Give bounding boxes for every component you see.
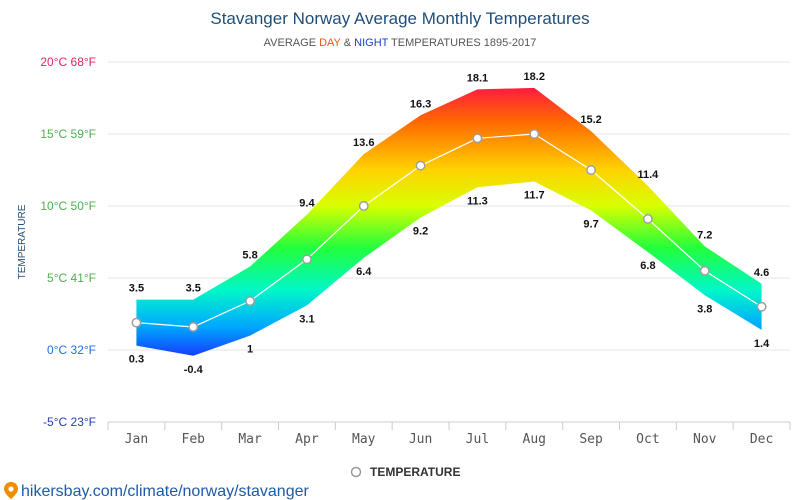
day-temp-label: 18.2	[524, 71, 545, 83]
average-point	[586, 165, 597, 175]
subtitle-prefix: AVERAGE	[264, 37, 319, 49]
average-point	[245, 296, 256, 306]
x-tick-label: Aug	[523, 432, 546, 447]
subtitle-suffix: TEMPERATURES 1895-2017	[388, 37, 536, 49]
y-tick-label: -5°C 23°F	[43, 415, 96, 429]
average-point	[642, 214, 653, 224]
x-tick-label: Apr	[295, 432, 319, 447]
x-tick-label: Sep	[579, 432, 603, 447]
average-point	[472, 133, 483, 144]
temperature-area	[136, 87, 762, 356]
x-tick-label: May	[352, 432, 376, 447]
day-temp-label: 9.4	[299, 198, 315, 210]
night-temp-label: 0.3	[129, 354, 144, 366]
night-temp-label: -0.4	[184, 364, 204, 376]
x-tick-label: Feb	[182, 432, 206, 447]
subtitle-amp: &	[341, 37, 354, 49]
x-tick-label: Jul	[466, 432, 489, 447]
y-axis-label: TEMPERATURE	[17, 204, 28, 279]
day-temp-label: 7.2	[697, 229, 712, 241]
y-tick-label: 15°C 59°F	[40, 127, 96, 141]
legend: TEMPERATURE	[350, 465, 460, 479]
average-point	[699, 265, 710, 276]
day-temp-label: 16.3	[410, 98, 431, 110]
x-tick-label: Dec	[750, 432, 773, 447]
x-tick-label: Jun	[409, 432, 432, 447]
x-tick-label: Oct	[636, 432, 659, 447]
temperature-band	[136, 87, 762, 356]
x-tick-label: Nov	[693, 432, 717, 447]
x-axis-ticks: Jan Feb Mar Apr May Jun Jul Aug Sep Oct Nov Dec	[107, 421, 791, 447]
average-point	[415, 160, 426, 171]
subtitle-day: DAY	[319, 37, 341, 49]
night-temp-label: 6.8	[640, 260, 655, 272]
day-temp-label: 18.1	[467, 72, 488, 84]
day-temp-label: 13.6	[353, 137, 374, 149]
night-temp-label: 1.4	[754, 338, 770, 350]
source-text[interactable]: hikersbay.com/climate/norway/stavanger	[21, 483, 309, 500]
chart-title: Stavanger Norway Average Monthly Tempera…	[210, 9, 589, 28]
average-line	[131, 129, 767, 332]
day-temp-label: 3.5	[186, 283, 201, 295]
average-point	[529, 129, 540, 139]
y-axis-ticks: 20°C 68°F 15°C 59°F 10°C 50°F 5°C 41°F 0°C 3…	[40, 55, 96, 429]
average-point	[131, 317, 142, 328]
subtitle-night: NIGHT	[354, 37, 389, 49]
average-point	[756, 301, 767, 312]
night-temp-label: 11.3	[467, 195, 488, 207]
x-tick-label: Jan	[125, 432, 148, 447]
average-point	[188, 322, 199, 332]
data-labels: 3.5 3.55.89.413.616.318.1 18.215.211.47.24…	[129, 71, 770, 376]
night-temp-label: 3.8	[697, 303, 712, 315]
night-temp-label: 9.2	[413, 226, 428, 238]
y-tick-label: 20°C 68°F	[40, 55, 96, 69]
legend-label: TEMPERATURE	[370, 465, 460, 479]
night-temp-label: 6.4	[356, 266, 372, 278]
chart-subtitle: AVERAGE DAY & NIGHT TEMPERATURES 1895-20…	[264, 37, 537, 49]
night-temp-label: 9.7	[583, 218, 598, 230]
y-tick-label: 5°C 41°F	[47, 271, 96, 285]
day-temp-label: 3.5	[129, 283, 144, 295]
legend-marker	[350, 466, 362, 478]
source-link[interactable]: hikersbay.com/climate/norway/stavanger	[4, 482, 309, 500]
location-pin-icon	[4, 482, 18, 499]
day-temp-label: 15.2	[580, 114, 601, 126]
night-temp-label: 3.1	[299, 313, 314, 325]
day-temp-label: 5.8	[242, 249, 257, 261]
day-temp-label: 11.4	[638, 169, 660, 181]
y-tick-label: 0°C 32°F	[47, 343, 96, 357]
average-point	[358, 201, 369, 211]
y-tick-label: 10°C 50°F	[40, 199, 96, 213]
night-temp-label: 1	[247, 344, 253, 356]
day-temp-label: 4.6	[754, 267, 769, 279]
average-point	[301, 254, 312, 265]
x-tick-label: Mar	[238, 432, 262, 447]
night-temp-label: 11.7	[524, 190, 545, 202]
average-temperature-line	[136, 133, 762, 328]
